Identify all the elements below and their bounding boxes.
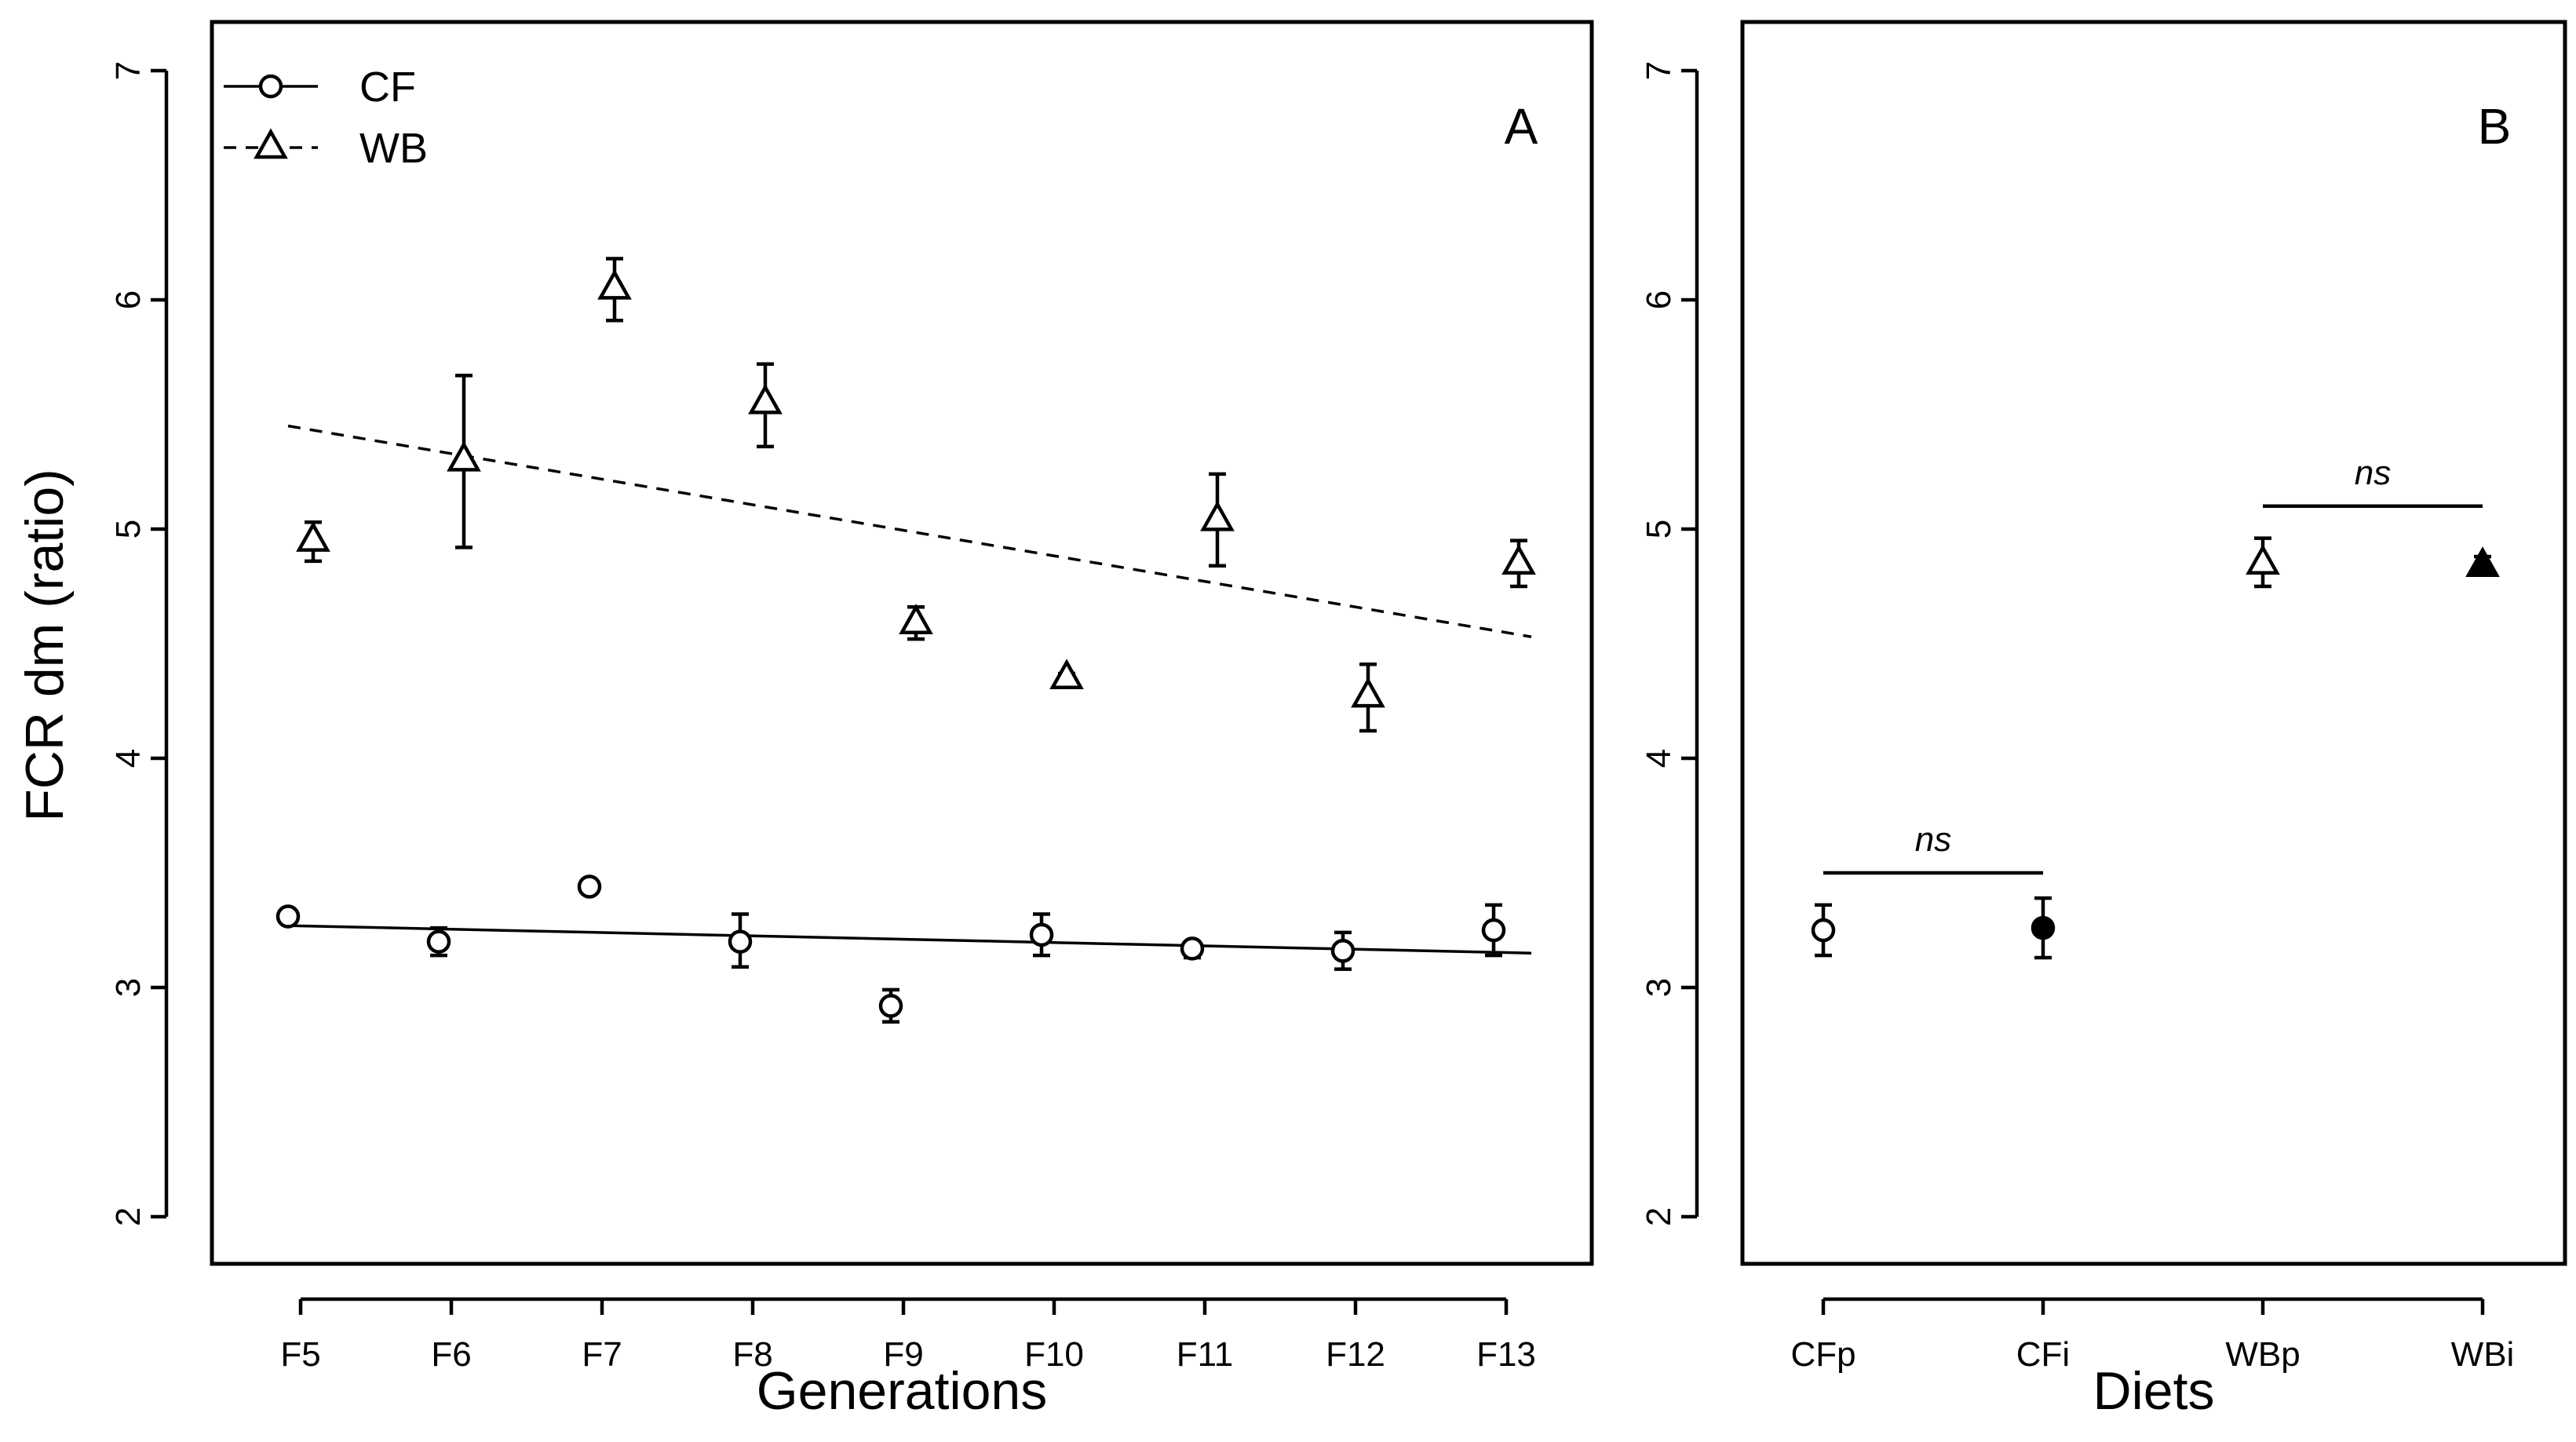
y-tick-label: 7 <box>109 61 148 80</box>
y-tick-label: 2 <box>1640 1207 1678 1226</box>
y-tick-label: 3 <box>109 978 148 997</box>
point-cf-f12 <box>1330 939 1356 963</box>
x-tick-label-f11: F11 <box>1177 1335 1234 1374</box>
point-cf-f5 <box>275 904 301 929</box>
significance-label: ns <box>2355 454 2391 492</box>
legend-label-wb: WB <box>359 125 428 172</box>
y-tick-label: 6 <box>109 290 148 309</box>
series-cf <box>275 874 1532 1024</box>
x-tick-label-f10: F10 <box>1024 1335 1084 1374</box>
x-axis-title: Generations <box>757 1361 1047 1421</box>
point-wb-f11 <box>1200 500 1235 531</box>
point-wb-f12 <box>1351 677 1385 708</box>
x-tick-label-f9: F9 <box>883 1335 923 1374</box>
point-cf-f6 <box>426 929 451 954</box>
x-axis-title: Diets <box>2093 1361 2215 1421</box>
plot-frame <box>210 20 1594 1266</box>
point-cf-f13 <box>1481 918 1506 943</box>
series-wb <box>287 257 1536 733</box>
point-wbp <box>2246 544 2280 575</box>
y-tick-label: 7 <box>1640 61 1678 80</box>
point-wb-f9 <box>899 604 933 634</box>
significance-label: ns <box>1915 820 1951 859</box>
point-wb-f10 <box>1049 659 1084 690</box>
y-tick-label: 4 <box>1640 749 1678 768</box>
point-wb-f8 <box>748 383 783 414</box>
x-tick-label-wbp: WBp <box>2225 1335 2300 1374</box>
plot-frame <box>1740 20 2567 1266</box>
point-wbi <box>2465 546 2500 577</box>
panel-b: 2 3 4 5 6 7 CFp CFi WBp WBi Diets Bns ns <box>1640 20 2567 1421</box>
trend-line-wb <box>287 424 1532 638</box>
y-tick-label: 3 <box>1640 978 1678 997</box>
point-cf-f7 <box>577 874 602 899</box>
x-tick-label-f5: F5 <box>280 1335 320 1374</box>
legend: CF WB <box>224 64 428 172</box>
legend-marker-cf <box>258 74 283 99</box>
panel-label: A <box>1505 98 1538 155</box>
x-tick-label-cfi: CFi <box>2016 1335 2070 1374</box>
y-tick-label: 6 <box>1640 290 1678 309</box>
y-tick-label: 5 <box>109 520 148 538</box>
point-cfi <box>2031 915 2056 940</box>
point-wb-f5 <box>296 521 330 552</box>
y-tick-label: 5 <box>1640 520 1678 538</box>
point-cf-f9 <box>878 994 903 1018</box>
x-tick-label-f12: F12 <box>1326 1335 1385 1374</box>
point-cfp <box>1811 918 1836 943</box>
y-tick-label: 2 <box>109 1207 148 1226</box>
panel-a: 2 3 4 5 6 7 F5 F6 F7 F8 F9 F10 F11 F12 F13 Generations A… <box>109 20 1594 1421</box>
x-tick-label-cfp: CFp <box>1790 1335 1855 1374</box>
y-tick-label: 4 <box>109 749 148 768</box>
point-cf-f8 <box>728 929 753 954</box>
point-wb-f13 <box>1501 544 1536 575</box>
point-cf-f10 <box>1029 922 1054 947</box>
x-tick-label-f8: F8 <box>732 1335 772 1374</box>
point-wb-f7 <box>597 268 632 300</box>
x-tick-label-f6: F6 <box>431 1335 471 1374</box>
panel-label: B <box>2478 98 2512 155</box>
legend-marker-wb <box>254 128 288 159</box>
point-cf-f11 <box>1180 936 1205 961</box>
x-tick-label-f13: F13 <box>1476 1335 1536 1374</box>
x-tick-label-wbi: WBi <box>2451 1335 2515 1374</box>
point-wb-f6 <box>447 440 481 472</box>
y-axis-title: FCR dm (ratio) <box>15 469 75 822</box>
x-tick-label-f7: F7 <box>582 1335 622 1374</box>
legend-label-cf: CF <box>359 64 416 111</box>
trend-line-cf <box>287 924 1532 955</box>
